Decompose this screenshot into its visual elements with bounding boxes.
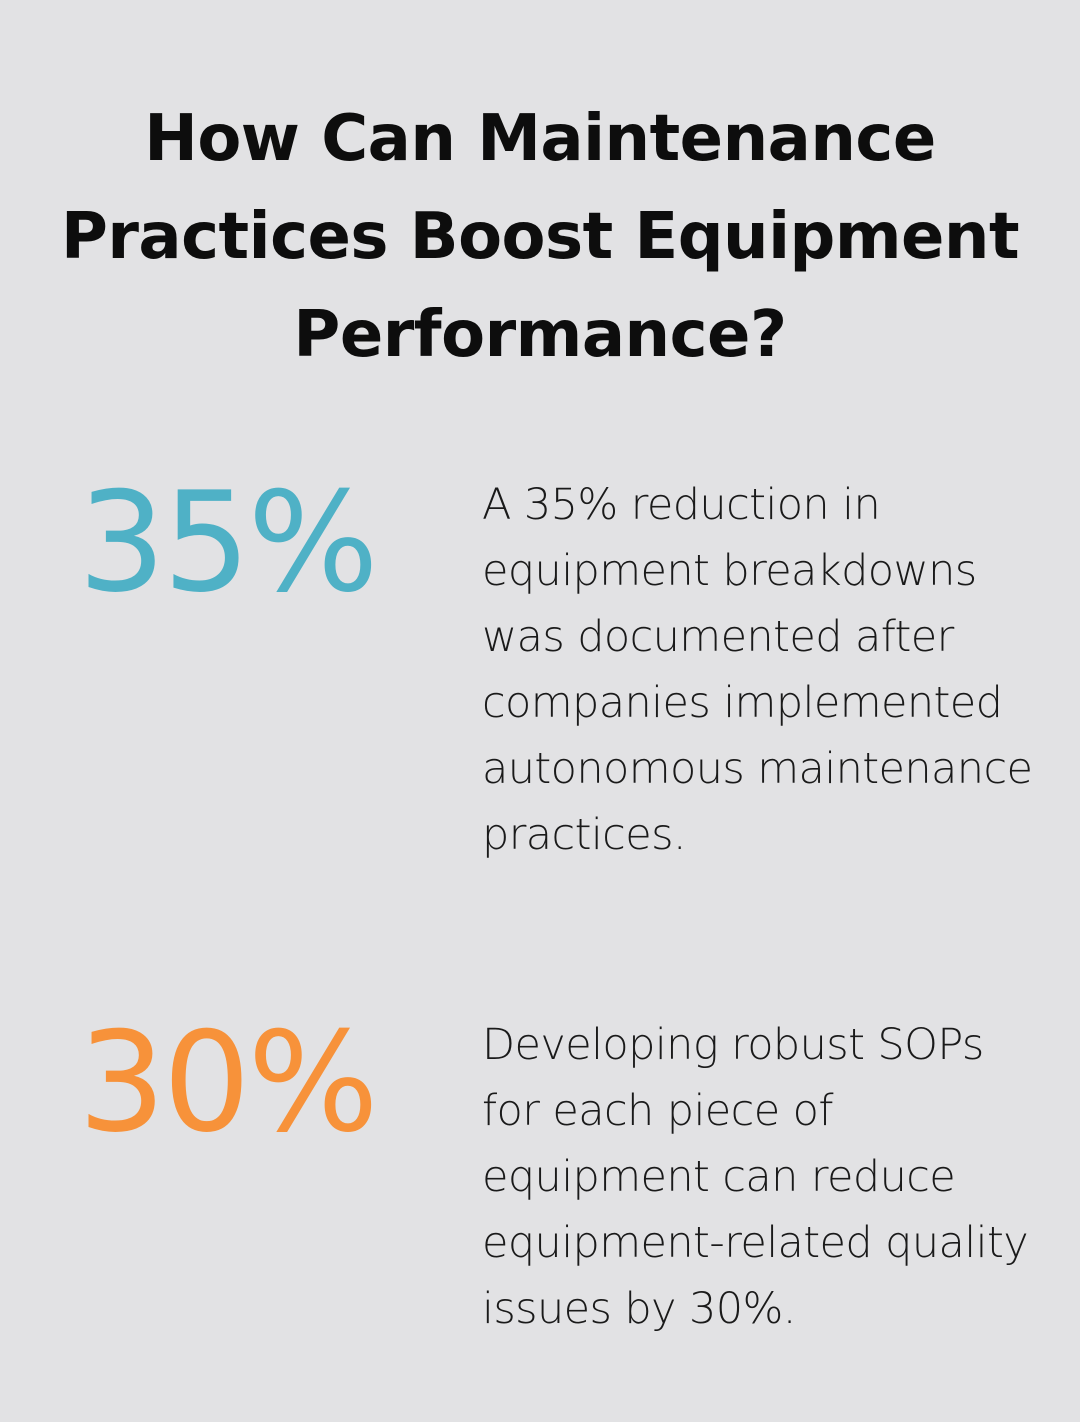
page-title: How Can Maintenance Practices Boost Equi…: [60, 102, 1020, 372]
stat-value: 35%: [78, 462, 379, 623]
stat-description: A 35% reduction in equipment breakdowns …: [482, 480, 1033, 860]
stat-value: 30%: [78, 1002, 379, 1163]
stat-description: Developing robust SOPs for each piece of…: [482, 1020, 1029, 1334]
